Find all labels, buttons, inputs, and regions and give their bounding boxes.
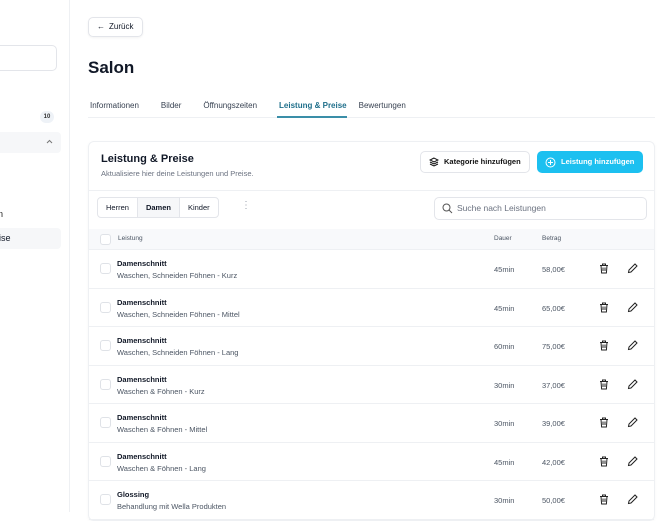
segment-damen[interactable]: Damen <box>137 198 180 217</box>
pencil-icon[interactable] <box>627 417 638 428</box>
service-description: Waschen, Schneiden Föhnen - Mittel <box>117 309 240 319</box>
service-description: Waschen, Schneiden Föhnen - Kurz <box>117 271 238 280</box>
service-name: Glossing <box>117 490 150 499</box>
arrow-left-icon: ← <box>97 22 105 31</box>
back-button[interactable]: ← Zurück <box>88 17 143 37</box>
sidebar: 10 n ise <box>0 0 70 512</box>
table-row: Damenschnitt Waschen & Föhnen - Mittel 3… <box>89 404 654 443</box>
add-service-button[interactable]: Leistung hinzufügen <box>537 151 643 173</box>
tab-oeffnungszeiten[interactable]: Öffnungszeiten <box>203 101 258 110</box>
page-title: Salon <box>88 58 135 77</box>
trash-icon[interactable] <box>599 417 609 428</box>
table-row: Damenschnitt Waschen & Föhnen - Kurz 30m… <box>89 366 654 404</box>
service-name: Damenschnitt <box>117 374 167 384</box>
divider <box>89 190 654 191</box>
sidebar-count-badge: 10 <box>40 111 54 123</box>
search-input[interactable]: Suche nach Leistungen <box>434 197 647 220</box>
tabs: Informationen Bilder Öffnungszeiten Leis… <box>88 96 655 118</box>
trash-icon[interactable] <box>599 379 609 390</box>
service-duration: 30min <box>494 380 515 390</box>
service-duration: 30min <box>494 419 515 428</box>
table-row: Glossing Behandlung mit Wella Produkten … <box>89 481 654 520</box>
service-name: Damenschnitt <box>117 297 167 307</box>
sidebar-item-active[interactable]: ise <box>0 228 61 249</box>
service-price: 37,00€ <box>542 380 565 390</box>
service-price: 50,00€ <box>542 496 565 505</box>
card-title: Leistung & Preise <box>101 153 194 165</box>
select-all-checkbox[interactable] <box>100 234 111 245</box>
table-row: Damenschnitt Waschen & Föhnen - Lang 45m… <box>89 443 654 481</box>
row-checkbox[interactable] <box>100 378 111 390</box>
row-checkbox[interactable] <box>100 340 111 351</box>
segment-herren[interactable]: Herren <box>98 198 138 217</box>
card-subtitle: Aktualisiere hier deine Leistungen und P… <box>101 169 254 178</box>
pencil-icon[interactable] <box>627 263 638 274</box>
service-name: Damenschnitt <box>117 413 167 422</box>
trash-icon[interactable] <box>599 302 609 313</box>
segment-kinder[interactable]: Kinder <box>187 203 210 212</box>
service-name: Damenschnitt <box>117 259 167 268</box>
tab-informationen[interactable]: Informationen <box>90 101 139 110</box>
table-header: Leistung Dauer Betrag <box>89 229 654 250</box>
trash-icon[interactable] <box>599 263 609 274</box>
service-name: Damenschnitt <box>117 451 167 461</box>
pencil-icon[interactable] <box>627 494 638 505</box>
search-placeholder: Suche nach Leistungen <box>457 203 546 213</box>
trash-icon[interactable] <box>599 494 609 505</box>
service-description: Waschen, Schneiden Föhnen - Lang <box>117 348 239 357</box>
service-price: 65,00€ <box>542 303 565 313</box>
service-duration: 45min <box>494 265 515 274</box>
trash-icon[interactable] <box>599 340 609 351</box>
search-icon <box>442 203 453 214</box>
col-duration: Dauer <box>494 235 512 242</box>
service-price: 58,00€ <box>542 265 565 274</box>
service-price: 75,00€ <box>542 342 565 351</box>
row-checkbox[interactable] <box>100 455 111 467</box>
pencil-icon[interactable] <box>627 455 638 467</box>
trash-icon[interactable] <box>599 456 609 467</box>
service-duration: 45min <box>494 303 515 313</box>
plus-circle-icon <box>545 157 556 167</box>
service-description: Waschen & Föhnen - Mittel <box>117 425 208 434</box>
sidebar-item[interactable]: n <box>0 209 4 219</box>
layers-icon <box>429 157 439 167</box>
tab-bewertungen[interactable]: Bewertungen <box>358 101 406 110</box>
service-description: Waschen & Föhnen - Lang <box>117 463 206 473</box>
service-duration: 30min <box>494 496 515 505</box>
service-description: Behandlung mit Wella Produkten <box>117 502 227 511</box>
service-duration: 60min <box>494 342 515 351</box>
sidebar-item-label: ise <box>0 233 11 243</box>
chevron-up-icon <box>46 139 53 144</box>
tab-bilder[interactable]: Bilder <box>160 101 182 110</box>
service-name: Damenschnitt <box>117 336 167 345</box>
row-checkbox[interactable] <box>100 263 111 274</box>
pencil-icon[interactable] <box>627 340 638 351</box>
add-category-button[interactable]: Kategorie hinzufügen <box>420 151 530 173</box>
category-segmented-control: Herren Damen Kinder <box>97 197 219 218</box>
col-price: Betrag <box>542 235 562 242</box>
sidebar-search-input[interactable] <box>0 45 57 71</box>
more-options-icon[interactable]: ⋮ <box>241 200 251 211</box>
row-checkbox[interactable] <box>100 417 111 428</box>
add-category-label: Kategorie hinzufügen <box>444 157 521 166</box>
col-service: Leistung <box>118 235 143 242</box>
pencil-icon[interactable] <box>627 378 638 390</box>
pencil-icon[interactable] <box>627 301 638 313</box>
table-row: Damenschnitt Waschen, Schneiden Föhnen -… <box>89 327 654 366</box>
services-card: Leistung & Preise Aktualisiere hier dein… <box>88 141 655 521</box>
row-checkbox[interactable] <box>100 301 111 313</box>
table-row: Damenschnitt Waschen, Schneiden Föhnen -… <box>89 289 654 327</box>
table-row: Damenschnitt Waschen, Schneiden Föhnen -… <box>89 250 654 289</box>
tab-leistung-preise[interactable]: Leistung & Preise <box>277 96 347 118</box>
sidebar-group-expanded[interactable] <box>0 132 61 153</box>
service-price: 42,00€ <box>542 457 565 467</box>
back-label: Zurück <box>109 22 134 31</box>
service-duration: 45min <box>494 457 515 467</box>
row-checkbox[interactable] <box>100 494 111 505</box>
service-price: 39,00€ <box>542 419 565 428</box>
add-service-label: Leistung hinzufügen <box>561 157 635 166</box>
service-description: Waschen & Föhnen - Kurz <box>117 386 205 396</box>
